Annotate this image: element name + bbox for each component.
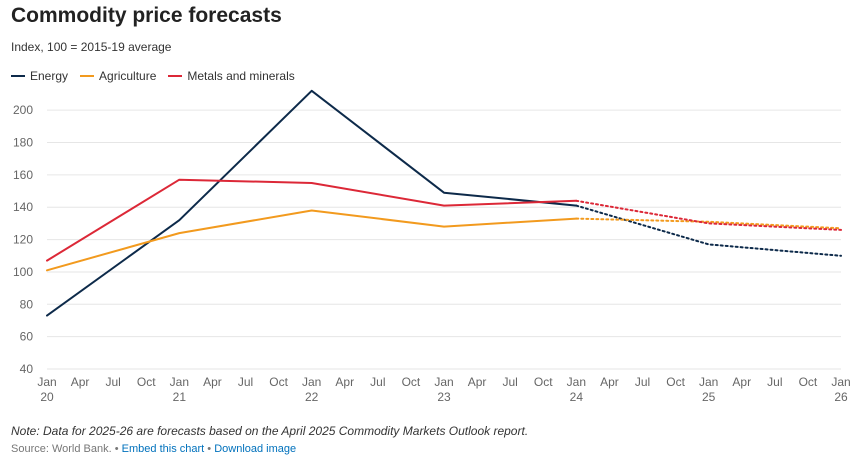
x-tick-year-20: 25 [702, 390, 716, 404]
series-forecast-energy [575, 204, 842, 257]
y-tick-label-180: 180 [13, 136, 33, 150]
x-tick-label-0: Jan [37, 375, 56, 389]
embed-chart-link[interactable]: Embed this chart [121, 443, 205, 455]
x-tick-label-15: Oct [534, 375, 553, 389]
x-tick-label-10: Jul [370, 375, 385, 389]
download-image-link[interactable]: Download image [214, 443, 297, 455]
x-tick-label-13: Apr [468, 375, 487, 389]
x-tick-year-16: 24 [570, 390, 584, 404]
legend-swatch-metals [168, 75, 183, 77]
x-tick-year-4: 21 [173, 390, 187, 404]
legend-label-agriculture: Agriculture [99, 69, 157, 83]
legend-swatch-energy [11, 75, 25, 77]
series-line-metals-and-minerals [46, 178, 578, 262]
x-tick-label-8: Jan [302, 375, 321, 389]
chart-title: Commodity price forecasts [11, 4, 282, 27]
chart-note: Note: Data for 2025-26 are forecasts bas… [11, 424, 529, 438]
x-tick-label-24: Jan [831, 375, 850, 389]
chart-subtitle: Index, 100 = 2015-19 average [11, 40, 172, 54]
x-tick-label-4: Jan [170, 375, 189, 389]
x-tick-label-19: Oct [666, 375, 685, 389]
y-tick-label-80: 80 [20, 297, 34, 311]
series-line-energy [46, 89, 578, 317]
x-tick-label-5: Apr [203, 375, 222, 389]
x-tick-label-2: Jul [105, 375, 120, 389]
y-tick-label-120: 120 [13, 233, 33, 247]
series-forecast-agriculture [575, 217, 842, 230]
series-line-agriculture [46, 209, 578, 272]
legend-item-agriculture[interactable]: Agriculture [80, 69, 156, 83]
x-tick-label-18: Jul [635, 375, 650, 389]
x-tick-label-11: Oct [402, 375, 421, 389]
chart-legend: Energy Agriculture Metals and minerals [11, 69, 295, 83]
y-tick-label-40: 40 [20, 362, 34, 376]
x-tick-label-1: Apr [71, 375, 90, 389]
x-tick-label-3: Oct [137, 375, 156, 389]
x-tick-label-21: Apr [732, 375, 751, 389]
x-tick-label-7: Oct [269, 375, 288, 389]
y-tick-label-60: 60 [20, 330, 34, 344]
source-separator-1: • [114, 443, 119, 455]
x-tick-label-12: Jan [434, 375, 453, 389]
x-tick-label-17: Apr [600, 375, 619, 389]
x-tick-label-22: Jul [767, 375, 782, 389]
x-tick-year-0: 20 [40, 390, 54, 404]
x-tick-year-8: 22 [305, 390, 319, 404]
x-tick-year-12: 23 [437, 390, 451, 404]
x-tick-label-14: Jul [502, 375, 517, 389]
x-tick-label-9: Apr [335, 375, 354, 389]
legend-swatch-agriculture [80, 75, 95, 77]
legend-item-energy[interactable]: Energy [11, 69, 68, 83]
y-tick-label-100: 100 [13, 265, 33, 279]
x-tick-label-16: Jan [567, 375, 586, 389]
legend-label-energy: Energy [30, 69, 69, 83]
chart-source: Source: World Bank. • Embed this chart •… [11, 443, 296, 455]
x-tick-label-23: Oct [799, 375, 818, 389]
x-tick-year-24: 26 [834, 390, 848, 404]
source-separator-2: • [207, 443, 212, 455]
source-label: Source: World Bank. [11, 443, 112, 455]
legend-item-metals[interactable]: Metals and minerals [168, 69, 295, 83]
x-tick-label-20: Jan [699, 375, 718, 389]
y-tick-label-140: 140 [13, 200, 33, 214]
y-tick-label-160: 160 [13, 168, 33, 182]
legend-label-metals: Metals and minerals [187, 69, 295, 83]
x-tick-label-6: Jul [238, 375, 253, 389]
series-forecast-metals-and-minerals [575, 199, 842, 231]
y-tick-label-200: 200 [13, 103, 33, 117]
